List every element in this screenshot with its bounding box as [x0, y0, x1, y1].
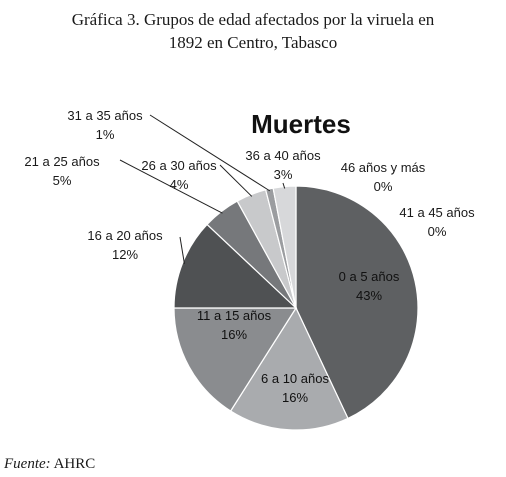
slice-category-label: 31 a 35 años [67, 108, 143, 123]
leader-lines-layer [119, 114, 286, 264]
slice-category-label: 11 a 15 años [197, 308, 272, 323]
pie-slice [173, 223, 298, 309]
pie-slice [173, 307, 298, 412]
source-note: Fuente: AHRC [4, 456, 95, 473]
slice-category-label: 41 a 45 años [399, 205, 475, 220]
leader-line [219, 164, 253, 197]
slice-percent-label: 12% [112, 247, 138, 262]
slice-percent-label: 43% [356, 288, 382, 303]
leader-line [119, 159, 223, 214]
slice-percent-label: 0% [374, 179, 393, 194]
slice-category-label: 46 años y más [341, 160, 426, 175]
chart-caption: Gráfica 3. Grupos de edad afectados por … [0, 8, 506, 54]
source-prefix: Fuente: [4, 456, 51, 472]
caption-line-1: Gráfica 3. Grupos de edad afectados por … [71, 10, 435, 29]
labels-layer: 0 a 5 años 43%6 a 10 años 16%11 a 15 años 1… [24, 108, 475, 405]
chart-title: Muertes [251, 109, 351, 139]
slice-label: 36 a 40 años 3% [245, 148, 321, 182]
source-text: AHRC [53, 456, 96, 472]
slice-label: 0 a 5 años 43% [339, 269, 400, 303]
leader-line [149, 114, 271, 192]
caption-line-2: 1892 en Centro, Tabasco [168, 33, 338, 52]
slice-percent-label: 16% [221, 327, 247, 342]
slice-percent-label: 4% [170, 177, 189, 192]
pie-slice [295, 185, 419, 420]
slice-category-label: 16 a 20 años [87, 228, 163, 243]
slice-label: 6 a 10 años 16% [261, 371, 329, 405]
slice-label: 46 años y más 0% [341, 160, 426, 194]
slice-category-label: 0 a 5 años [339, 269, 400, 284]
slice-category-label: 6 a 10 años [261, 371, 329, 386]
slice-percent-label: 1% [96, 127, 115, 142]
slice-label: 16 a 20 años 12% [87, 228, 163, 262]
slice-percent-label: 3% [274, 167, 293, 182]
slice-category-label: 21 a 25 años [24, 154, 100, 169]
slices-layer [173, 185, 419, 431]
slice-percent-label: 16% [282, 390, 308, 405]
leader-line [179, 236, 185, 264]
leader-line [282, 182, 286, 189]
slice-percent-label: 5% [53, 173, 72, 188]
slice-label: 31 a 35 años 1% [67, 108, 143, 142]
slice-label: 11 a 15 años 16% [197, 308, 272, 342]
slice-label: 41 a 45 años 0% [399, 205, 475, 239]
slice-label: 26 a 30 años 4% [141, 158, 217, 192]
slice-category-label: 26 a 30 años [141, 158, 217, 173]
slice-percent-label: 0% [428, 224, 447, 239]
pie-slice [229, 306, 349, 431]
slice-category-label: 36 a 40 años [245, 148, 321, 163]
slice-label: 21 a 25 años 5% [24, 154, 100, 188]
